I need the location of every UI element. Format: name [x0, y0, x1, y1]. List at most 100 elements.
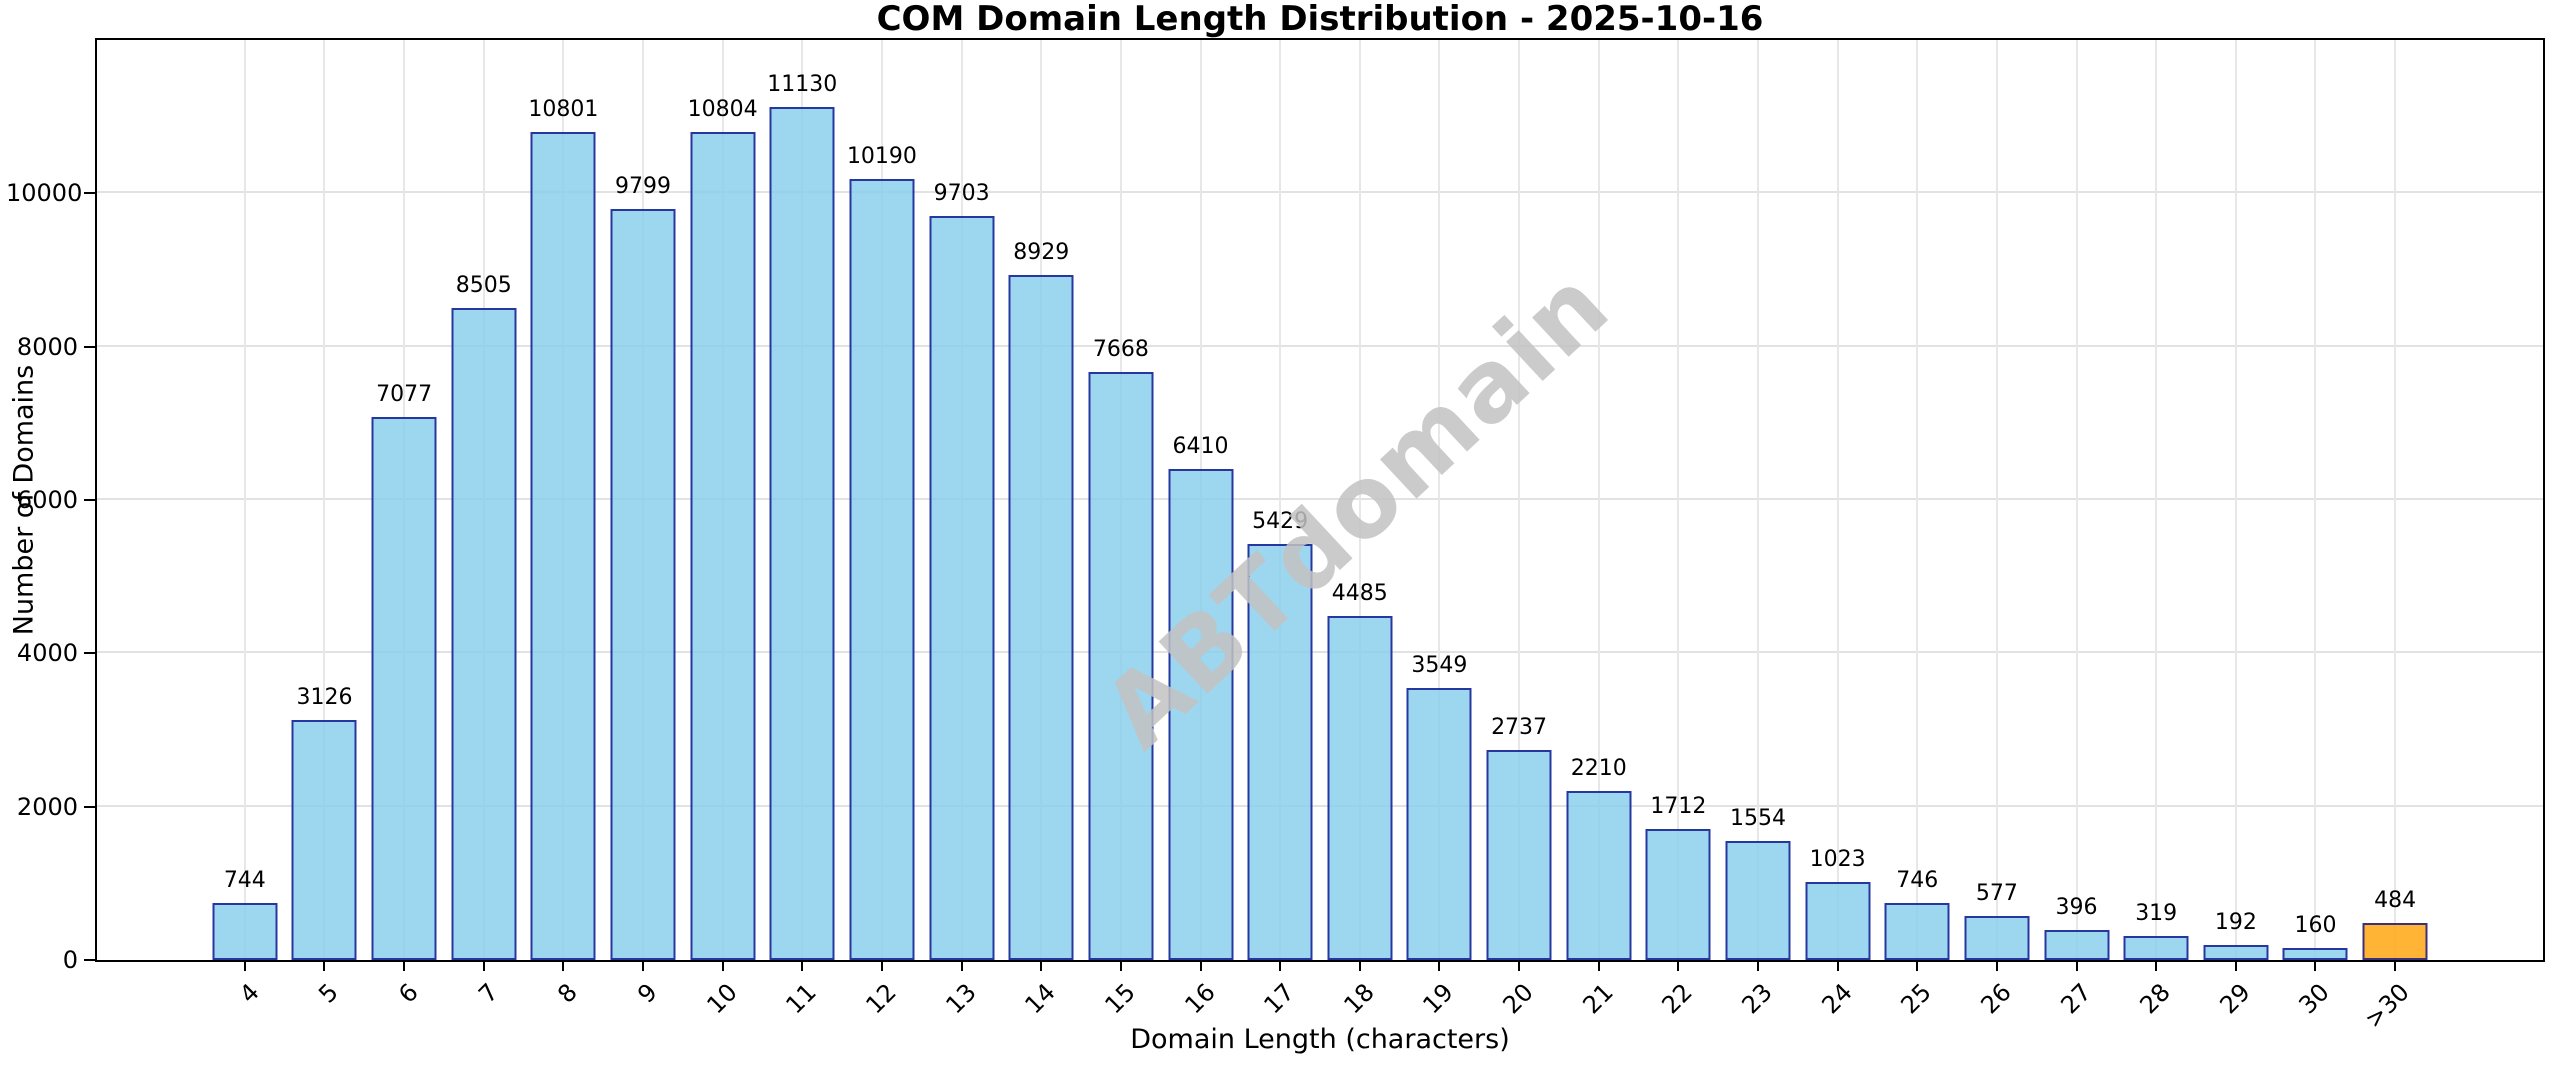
bar-value-label: 3549	[1411, 652, 1468, 678]
v-gridline	[1597, 40, 1600, 960]
bar	[371, 417, 437, 960]
bar	[291, 720, 357, 960]
x-tick-mark	[1518, 960, 1521, 971]
bar-value-label: 10801	[528, 96, 599, 122]
bar-highlighted	[2362, 922, 2428, 960]
bar-value-label: 7668	[1092, 337, 1149, 363]
bar-value-label: 9703	[933, 181, 990, 207]
bar	[1327, 616, 1393, 960]
x-tick-mark	[642, 960, 645, 971]
bar	[1247, 543, 1313, 960]
x-tick-mark	[1279, 960, 1282, 971]
bar-value-label: 746	[1896, 867, 1939, 893]
bar	[1645, 828, 1711, 960]
bar-value-label: 1023	[1809, 846, 1866, 872]
plot-area: 744 4 3126 5 7077 6 8505 7 10801 8 9799 9 10804 10 111…	[95, 38, 2545, 1034]
x-tick-label: 10	[701, 978, 743, 1020]
x-tick-label: 16	[1178, 978, 1221, 1020]
category-slot: 10190 12	[842, 40, 922, 1019]
bar	[1964, 915, 2030, 960]
category-slot: 8929 14	[1001, 40, 1081, 1019]
bar	[1486, 750, 1552, 960]
x-tick-label: 19	[1417, 978, 1460, 1020]
x-tick-mark	[562, 960, 565, 971]
x-tick-label: 7	[472, 978, 504, 1009]
x-tick-label: 9	[632, 978, 663, 1009]
x-tick-mark	[403, 960, 406, 971]
bar-value-label: 8929	[1013, 240, 1070, 266]
category-slot: 3126 5	[285, 40, 365, 1009]
bar	[2282, 947, 2348, 960]
category-slot: 7077 6	[364, 40, 444, 1009]
bar-value-label: 11130	[767, 71, 838, 97]
category-slot: 319 28	[2116, 40, 2196, 1019]
category-slot: 396 27	[2037, 40, 2117, 1019]
x-tick-mark	[1677, 960, 1680, 971]
x-tick-label: 14	[1019, 978, 1062, 1020]
x-tick-label: 24	[1816, 978, 1858, 1020]
y-tick-label: 8000	[16, 332, 78, 361]
x-tick-label: 15	[1099, 978, 1141, 1020]
x-tick-mark	[2155, 960, 2158, 971]
bar	[849, 178, 915, 960]
x-tick-mark	[2314, 960, 2317, 971]
h-gridline	[97, 651, 2543, 654]
x-tick-label: 12	[860, 978, 902, 1020]
x-tick-mark	[1916, 960, 1919, 971]
v-gridline	[2075, 40, 2078, 960]
bar	[212, 902, 278, 960]
bar-value-label: 1712	[1650, 793, 1707, 819]
x-tick-label: 13	[939, 978, 982, 1020]
x-tick-label: 23	[1736, 978, 1778, 1020]
bar-value-label: 160	[2294, 912, 2337, 938]
bar-value-label: 6410	[1172, 433, 1229, 459]
category-slot: 7668 15	[1081, 40, 1161, 1019]
bar	[2203, 945, 2269, 960]
x-tick-label: 5	[313, 978, 345, 1009]
category-slot: 1712 22	[1639, 40, 1719, 1019]
v-gridline	[1756, 40, 1759, 960]
category-slot: 746 25	[1877, 40, 1957, 1019]
bar	[1725, 840, 1791, 960]
v-gridline	[2234, 40, 2237, 960]
category-slot: 4485 18	[1320, 40, 1400, 1019]
x-tick-mark	[2394, 960, 2397, 971]
y-tick-label: 10000	[6, 179, 83, 208]
category-slot: 2210 21	[1559, 40, 1639, 1019]
bar-value-label: 192	[2214, 910, 2257, 936]
x-tick-mark	[2234, 960, 2237, 971]
category-slot: 10801 8	[524, 40, 604, 1009]
v-gridline	[323, 40, 326, 960]
h-gridline	[97, 498, 2543, 500]
bar-value-label: 5429	[1252, 508, 1309, 534]
bar-value-label: 744	[223, 867, 266, 893]
y-tick-label: 0	[62, 946, 78, 974]
bar-value-label: 7077	[376, 382, 433, 408]
chart-title: COM Domain Length Distribution - 2025-10…	[876, 0, 1764, 39]
category-slot: 577 26	[1957, 40, 2037, 1019]
v-gridline	[1916, 40, 1919, 960]
x-tick-mark	[1040, 960, 1043, 971]
x-tick-label: 8	[552, 978, 584, 1009]
y-tick-label: 4000	[16, 639, 78, 668]
v-gridline	[1677, 40, 1680, 960]
category-slot: 160 30	[2276, 40, 2356, 1019]
bar	[769, 106, 835, 960]
category-slot: 9799 9	[603, 40, 683, 1009]
x-tick-mark	[2075, 960, 2078, 971]
bar-value-label: 577	[1975, 880, 2018, 906]
v-gridline	[1836, 40, 1839, 960]
category-slot: 484 >30	[2355, 40, 2435, 1034]
bar	[1406, 687, 1472, 960]
h-gridline	[97, 804, 2543, 807]
v-gridline	[1358, 40, 1361, 960]
y-tick-mark	[84, 192, 95, 195]
h-gridline	[97, 191, 2543, 194]
x-tick-mark	[1119, 960, 1122, 971]
category-slot: 2737 20	[1479, 40, 1559, 1019]
v-gridline	[1279, 40, 1282, 960]
x-tick-mark	[1358, 960, 1361, 971]
y-tick-mark	[84, 959, 95, 961]
x-tick-label: 6	[393, 978, 424, 1009]
